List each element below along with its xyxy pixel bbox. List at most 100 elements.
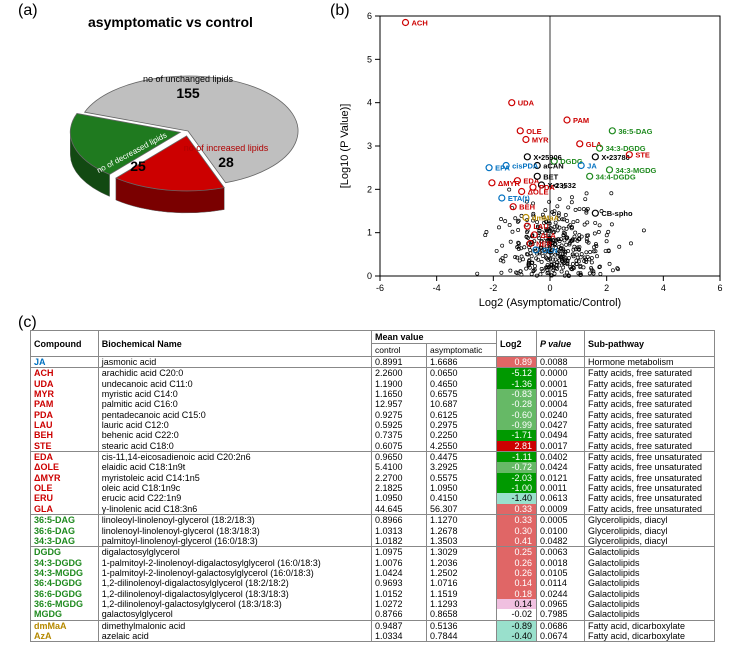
cell-asym: 4.2550: [427, 441, 497, 452]
cell-name: elaidic acid C18:1n9t: [98, 462, 371, 472]
cell-pvalue: 0.0244: [537, 589, 585, 599]
table-row: 36:6-MGDG1,2-dilinolenoyl-galactosylglyc…: [31, 599, 715, 609]
cell-subpath: Fatty acids, free saturated: [585, 430, 715, 440]
cell-asym: 0.6575: [427, 389, 497, 399]
cell-asym: 56.307: [427, 504, 497, 515]
cell-subpath: Fatty acids, free unsaturated: [585, 452, 715, 463]
table-body: JAjasmonic acid0.89911.66860.890.0088Hor…: [31, 357, 715, 642]
cell-asym: 1.2036: [427, 558, 497, 568]
cell-compound: 34:3-MGDG: [31, 568, 99, 578]
cell-name: lauric acid C12:0: [98, 420, 371, 430]
table-row: GLAγ-linolenic acid C18:3n644.64556.3070…: [31, 504, 715, 515]
svg-text:Log2 (Asymptomatic/Control): Log2 (Asymptomatic/Control): [479, 297, 621, 309]
cell-control: 1.0975: [372, 547, 427, 558]
cell-log2: 0.33: [497, 515, 537, 526]
svg-text:3: 3: [367, 141, 372, 151]
cell-subpath: Galactolipids: [585, 578, 715, 588]
cell-name: arachidic acid C20:0: [98, 368, 371, 379]
table-row: MYRmyristic acid C14:01.16500.6575-0.830…: [31, 389, 715, 399]
svg-text:0: 0: [367, 271, 372, 281]
th-p: P value: [537, 331, 585, 357]
cell-name: digalactosylglycerol: [98, 547, 371, 558]
cell-control: 0.9275: [372, 410, 427, 420]
cell-compound: 36:6-DAG: [31, 526, 99, 536]
cell-name: myristoleic acid C14:1n5: [98, 473, 371, 483]
cell-name: galactosylglycerol: [98, 609, 371, 620]
svg-text:UDA: UDA: [518, 99, 535, 108]
cell-control: 1.0313: [372, 526, 427, 536]
cell-control: 0.5925: [372, 420, 427, 430]
table-row: DGDGdigalactosylglycerol1.09751.30290.25…: [31, 547, 715, 558]
svg-text:no of unchanged lipids: no of unchanged lipids: [143, 74, 234, 84]
table-row: JAjasmonic acid0.89911.66860.890.0088Hor…: [31, 357, 715, 368]
svg-text:4: 4: [367, 98, 372, 108]
cell-subpath: Fatty acid, dicarboxylate: [585, 631, 715, 642]
cell-log2: -1.00: [497, 483, 537, 493]
cell-log2: 0.33: [497, 504, 537, 515]
cell-pvalue: 0.0686: [537, 620, 585, 631]
cell-subpath: Fatty acids, free saturated: [585, 399, 715, 409]
cell-compound: ERU: [31, 493, 99, 503]
cell-name: linolenoyl-linolenoyl-glycerol (18:3/18:…: [98, 526, 371, 536]
cell-log2: -1.71: [497, 430, 537, 440]
cell-compound: dmMaA: [31, 620, 99, 631]
cell-compound: ACH: [31, 368, 99, 379]
cell-log2: -0.89: [497, 620, 537, 631]
cell-subpath: Fatty acids, free saturated: [585, 368, 715, 379]
lipid-table: Compound Biochemical Name Mean value Log…: [30, 330, 715, 642]
cell-subpath: Fatty acids, free saturated: [585, 441, 715, 452]
cell-control: 0.7375: [372, 430, 427, 440]
cell-asym: 1.1519: [427, 589, 497, 599]
svg-text:36:5-DAG: 36:5-DAG: [618, 127, 652, 136]
table-row: 34:3-MGDG1-palmitoyl-2-linolenoyl-galact…: [31, 568, 715, 578]
table-row: EDAcis-11,14-eicosadienoic acid C20:2n60…: [31, 452, 715, 463]
cell-log2: -0.60: [497, 410, 537, 420]
cell-asym: 0.8658: [427, 609, 497, 620]
table-row: AzAazelaic acid1.03340.7844-0.400.0674Fa…: [31, 631, 715, 642]
cell-compound: GLA: [31, 504, 99, 515]
cell-pvalue: 0.0000: [537, 368, 585, 379]
cell-control: 0.8991: [372, 357, 427, 368]
th-compound: Compound: [31, 331, 99, 357]
svg-text:cisPDA: cisPDA: [512, 162, 539, 171]
cell-asym: 0.6125: [427, 410, 497, 420]
cell-compound: ΔMYR: [31, 473, 99, 483]
table-row: dmMaAdimethylmalonic acid0.94870.5136-0.…: [31, 620, 715, 631]
cell-subpath: Galactolipids: [585, 568, 715, 578]
cell-log2: -2.03: [497, 473, 537, 483]
svg-text:ΔLA: ΔLA: [540, 231, 556, 240]
th-mean: Mean value: [372, 331, 497, 344]
cell-subpath: Fatty acids, free unsaturated: [585, 462, 715, 472]
cell-name: erucic acid C22:1n9: [98, 493, 371, 503]
cell-control: 0.9650: [372, 452, 427, 463]
cell-control: 1.1650: [372, 389, 427, 399]
cell-subpath: Fatty acids, free unsaturated: [585, 504, 715, 515]
cell-control: 12.957: [372, 399, 427, 409]
svg-text:BEH: BEH: [519, 203, 535, 212]
svg-text:-2: -2: [489, 283, 497, 293]
cell-control: 1.0182: [372, 536, 427, 547]
cell-name: linoleoyl-linolenoyl-glycerol (18:2/18:3…: [98, 515, 371, 526]
cell-pvalue: 0.0004: [537, 399, 585, 409]
th-name: Biochemical Name: [98, 331, 371, 357]
cell-asym: 0.4150: [427, 493, 497, 503]
cell-name: myristic acid C14:0: [98, 389, 371, 399]
cell-name: 1-palmitoyl-2-linolenoyl-galactosylglyce…: [98, 568, 371, 578]
cell-pvalue: 0.0494: [537, 430, 585, 440]
cell-control: 2.2600: [372, 368, 427, 379]
cell-log2: 0.26: [497, 558, 537, 568]
table-row: 34:3-DAGpalmitoyl-linolenoyl-glycerol (1…: [31, 536, 715, 547]
cell-log2: 0.89: [497, 357, 537, 368]
cell-pvalue: 0.0965: [537, 599, 585, 609]
svg-text:GLA: GLA: [586, 140, 602, 149]
cell-log2: -0.72: [497, 462, 537, 472]
table-row: ACHarachidic acid C20:02.26000.0650-5.12…: [31, 368, 715, 379]
cell-log2: 0.14: [497, 578, 537, 588]
cell-asym: 1.2678: [427, 526, 497, 536]
svg-text:6: 6: [367, 11, 372, 21]
cell-compound: JA: [31, 357, 99, 368]
cell-asym: 0.4650: [427, 379, 497, 389]
pie-title: asymptomatic vs control: [88, 14, 253, 30]
cell-asym: 0.5575: [427, 473, 497, 483]
cell-name: stearic acid C18:0: [98, 441, 371, 452]
